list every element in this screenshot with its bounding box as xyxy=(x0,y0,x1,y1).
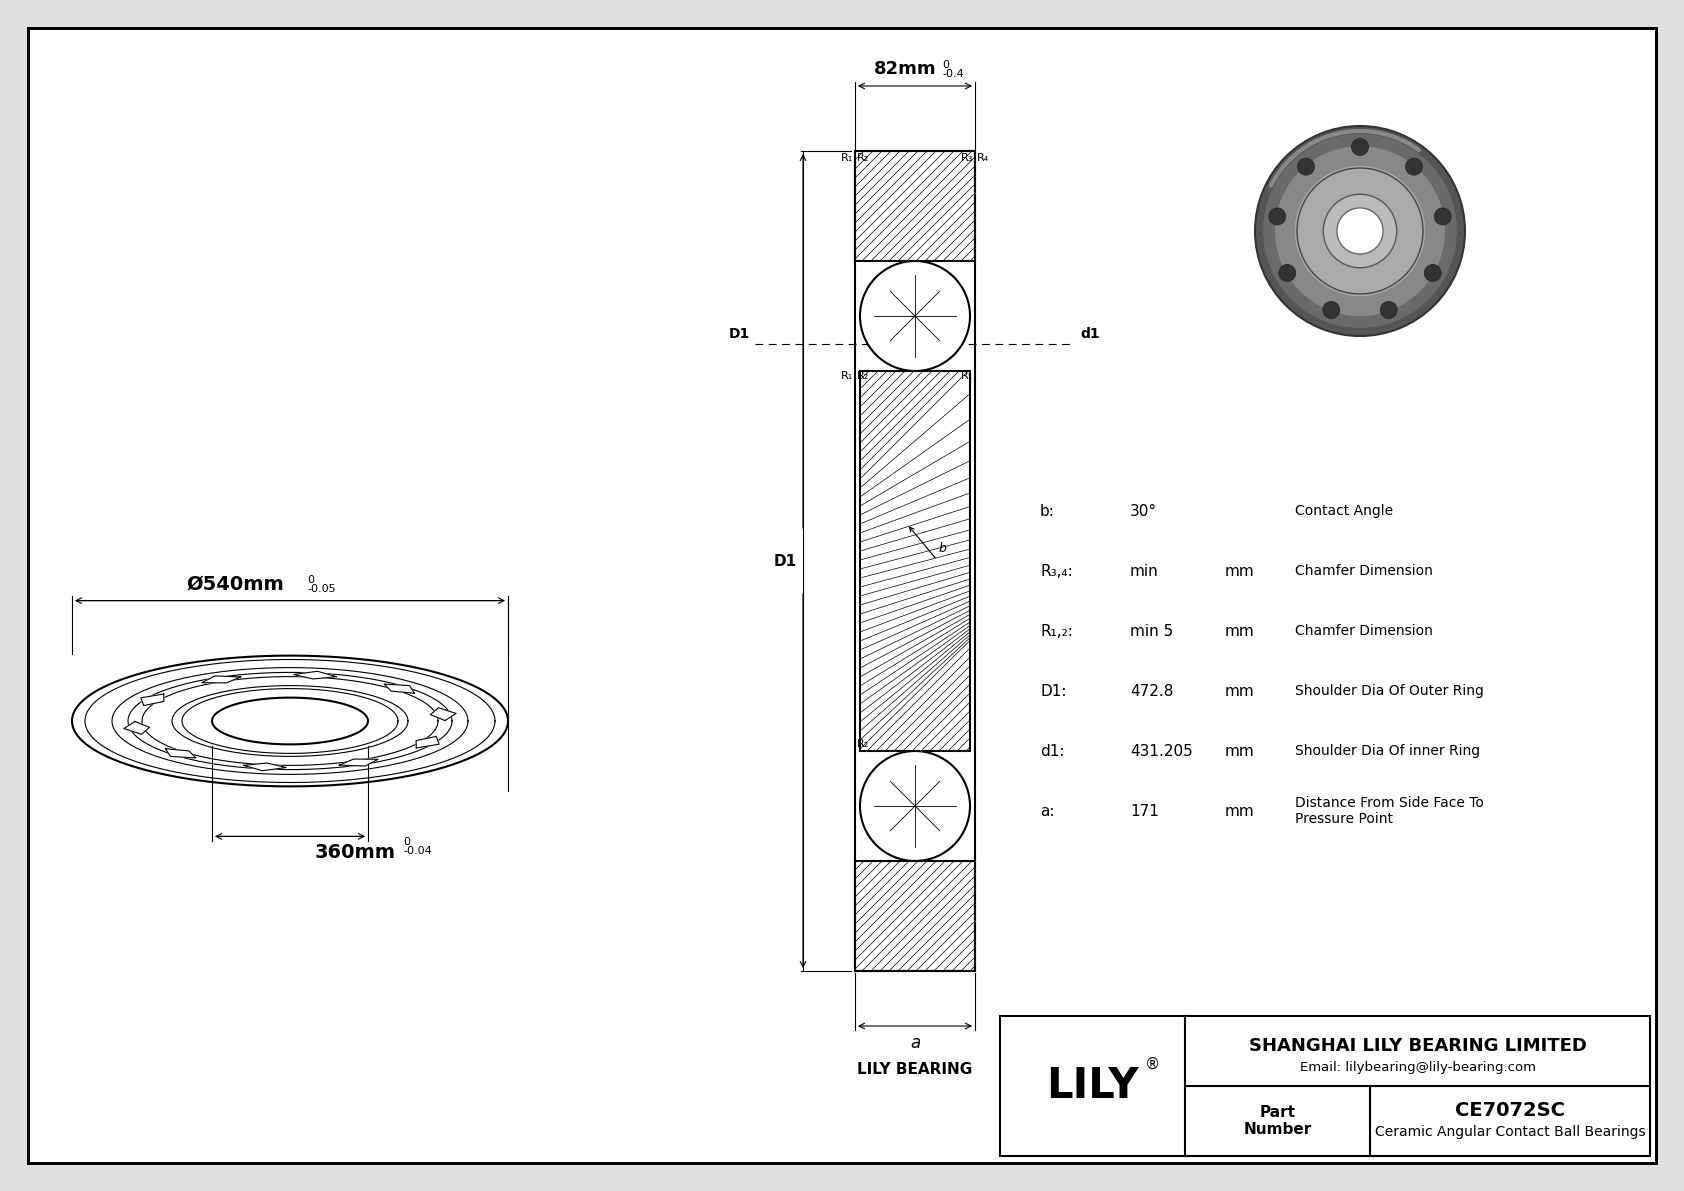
Text: b: b xyxy=(940,542,946,555)
Polygon shape xyxy=(141,694,163,705)
Text: min: min xyxy=(1130,563,1159,579)
Text: Shoulder Dia Of inner Ring: Shoulder Dia Of inner Ring xyxy=(1295,744,1480,757)
Circle shape xyxy=(1324,194,1396,268)
Text: mm: mm xyxy=(1224,624,1255,638)
Text: mm: mm xyxy=(1224,563,1255,579)
Circle shape xyxy=(1352,138,1369,156)
Polygon shape xyxy=(202,676,241,682)
Text: mm: mm xyxy=(1224,804,1255,818)
Text: 171: 171 xyxy=(1130,804,1159,818)
Polygon shape xyxy=(165,749,195,757)
Text: R₁: R₁ xyxy=(840,152,854,163)
Bar xyxy=(861,372,970,752)
Circle shape xyxy=(1275,146,1445,316)
Circle shape xyxy=(1322,301,1340,318)
Text: R₂: R₂ xyxy=(857,738,869,749)
Circle shape xyxy=(1297,158,1315,175)
Text: -0.4: -0.4 xyxy=(941,69,963,79)
Text: 472.8: 472.8 xyxy=(1130,684,1174,698)
Text: d1: d1 xyxy=(1079,328,1100,342)
Circle shape xyxy=(1278,264,1295,281)
Text: ®: ® xyxy=(1145,1056,1160,1072)
Circle shape xyxy=(1268,208,1287,225)
Text: mm: mm xyxy=(1224,684,1255,698)
Bar xyxy=(855,861,975,971)
Circle shape xyxy=(861,752,970,861)
Polygon shape xyxy=(340,759,377,766)
Bar xyxy=(855,151,975,261)
Text: D1: D1 xyxy=(775,554,797,568)
Circle shape xyxy=(1406,158,1423,175)
Text: 0: 0 xyxy=(306,574,313,585)
Circle shape xyxy=(1295,166,1425,297)
Text: R₁,₂:: R₁,₂: xyxy=(1041,624,1073,638)
Text: Part
Number: Part Number xyxy=(1243,1105,1312,1137)
Text: CE7072SC: CE7072SC xyxy=(1455,1102,1564,1121)
Text: Chamfer Dimension: Chamfer Dimension xyxy=(1295,624,1433,638)
Circle shape xyxy=(1263,135,1457,328)
Polygon shape xyxy=(416,736,440,748)
Text: -0.05: -0.05 xyxy=(306,584,335,593)
Text: 0: 0 xyxy=(941,60,950,70)
Text: Ceramic Angular Contact Ball Bearings: Ceramic Angular Contact Ball Bearings xyxy=(1374,1125,1645,1139)
Circle shape xyxy=(1381,301,1398,318)
Text: 0: 0 xyxy=(402,837,409,848)
Polygon shape xyxy=(431,707,456,721)
Bar xyxy=(861,372,970,752)
Bar xyxy=(855,861,975,971)
Circle shape xyxy=(1425,264,1442,281)
Text: D1:: D1: xyxy=(1041,684,1066,698)
Text: 82mm: 82mm xyxy=(874,60,936,77)
Text: a: a xyxy=(909,1034,919,1052)
Text: 431.205: 431.205 xyxy=(1130,743,1192,759)
Circle shape xyxy=(1295,166,1425,297)
Text: Distance From Side Face To
Pressure Point: Distance From Side Face To Pressure Poin… xyxy=(1295,796,1484,827)
Text: Email: lilybearing@lily-bearing.com: Email: lilybearing@lily-bearing.com xyxy=(1300,1060,1536,1073)
Text: D1: D1 xyxy=(729,328,749,342)
Circle shape xyxy=(1337,208,1383,254)
Polygon shape xyxy=(125,722,150,735)
Text: 30°: 30° xyxy=(1130,504,1157,518)
Text: mm: mm xyxy=(1224,743,1255,759)
Text: LILY BEARING: LILY BEARING xyxy=(857,1062,973,1077)
Bar xyxy=(855,151,975,261)
Text: Ø540mm: Ø540mm xyxy=(187,574,285,593)
Circle shape xyxy=(1435,208,1452,225)
Text: min 5: min 5 xyxy=(1130,624,1174,638)
Text: -0.04: -0.04 xyxy=(402,847,431,856)
Text: R₂: R₂ xyxy=(857,152,869,163)
Text: R₂: R₂ xyxy=(857,372,869,381)
Polygon shape xyxy=(384,684,414,693)
Text: 360mm: 360mm xyxy=(315,843,396,862)
Polygon shape xyxy=(293,672,337,679)
Text: R₁: R₁ xyxy=(840,372,854,381)
Text: R₃: R₃ xyxy=(960,152,973,163)
Text: R₃,₄:: R₃,₄: xyxy=(1041,563,1073,579)
Text: R₁: R₁ xyxy=(962,372,973,381)
Text: R₄: R₄ xyxy=(977,152,989,163)
Polygon shape xyxy=(244,763,286,771)
Circle shape xyxy=(1255,126,1465,336)
Text: a:: a: xyxy=(1041,804,1054,818)
Circle shape xyxy=(861,261,970,372)
Text: LILY: LILY xyxy=(1046,1065,1138,1106)
Bar xyxy=(1000,1016,1650,1156)
Text: d1:: d1: xyxy=(1041,743,1064,759)
Text: Shoulder Dia Of Outer Ring: Shoulder Dia Of Outer Ring xyxy=(1295,684,1484,698)
Text: SHANGHAI LILY BEARING LIMITED: SHANGHAI LILY BEARING LIMITED xyxy=(1248,1037,1586,1055)
Text: Chamfer Dimension: Chamfer Dimension xyxy=(1295,565,1433,578)
Text: b:: b: xyxy=(1041,504,1054,518)
Text: Contact Angle: Contact Angle xyxy=(1295,504,1393,518)
